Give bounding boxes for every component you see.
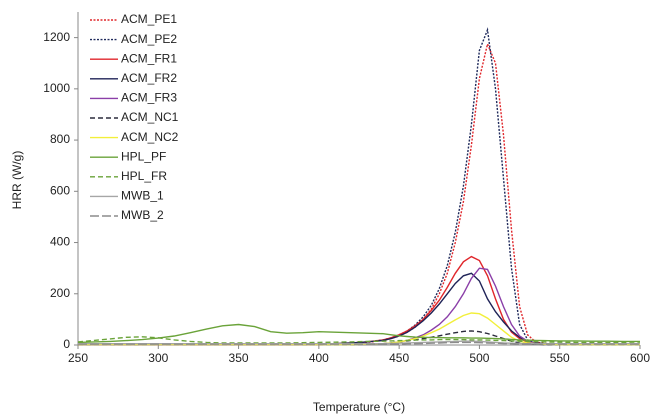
x-tick-label: 450 <box>389 351 409 365</box>
series-line <box>78 341 640 345</box>
series-line <box>78 255 640 346</box>
series-line <box>77 323 640 344</box>
y-tick-label: 600 <box>50 183 70 197</box>
legend-label: ACM_FR1 <box>121 51 177 65</box>
legend-label: HPL_PF <box>121 149 166 163</box>
x-tick-label: 500 <box>469 351 489 365</box>
series-line <box>78 312 640 346</box>
legend-label: HPL_FR <box>121 169 167 183</box>
legend-label: MWB_1 <box>121 189 164 203</box>
legend-label: ACM_FR3 <box>121 91 177 105</box>
legend-label: ACM_FR2 <box>121 71 177 85</box>
y-tick-label: 0 <box>63 337 70 351</box>
x-tick-label: 550 <box>550 351 570 365</box>
x-tick-label: 350 <box>229 351 249 365</box>
series-line <box>78 272 640 346</box>
x-tick-label: 300 <box>148 351 168 365</box>
y-axis-label: HRR (W/g) <box>10 151 24 210</box>
x-tick-label: 600 <box>630 351 650 365</box>
y-tick-label: 1000 <box>43 81 70 95</box>
legend-label: MWB_2 <box>121 208 164 222</box>
x-tick-label: 400 <box>309 351 329 365</box>
y-tick-label: 800 <box>50 132 70 146</box>
y-tick-label: 200 <box>50 286 70 300</box>
legend-label: ACM_PE1 <box>121 12 177 26</box>
legend-label: ACM_NC1 <box>121 110 179 124</box>
legend-label: ACM_PE2 <box>121 32 177 46</box>
legend-label: ACM_NC2 <box>121 130 179 144</box>
x-tick-label: 250 <box>68 351 88 365</box>
y-tick-label: 400 <box>50 235 70 249</box>
y-tick-label: 1200 <box>43 30 70 44</box>
x-axis-label: Temperature (°C) <box>313 400 405 414</box>
series-line <box>77 336 641 344</box>
